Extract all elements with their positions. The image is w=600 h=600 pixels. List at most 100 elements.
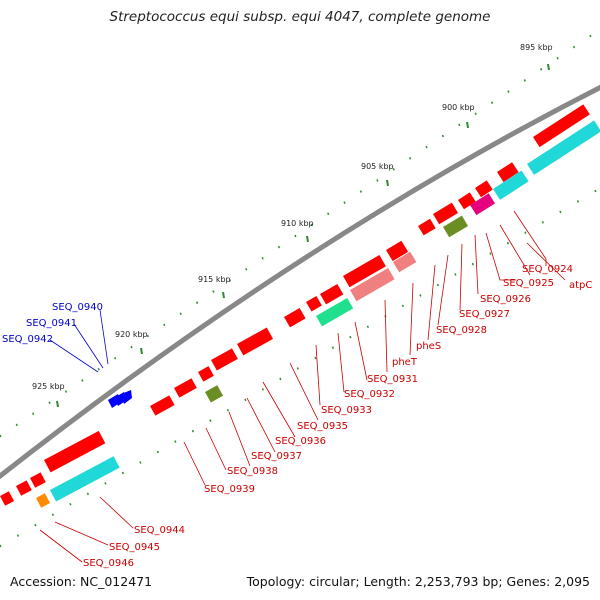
feature-track (0, 104, 600, 508)
ruler-minor-tick (425, 145, 428, 149)
gene-label-SEQ_0936: SEQ_0936 (275, 436, 326, 447)
cds-block (44, 430, 106, 473)
inner-ruler-tick (139, 461, 142, 464)
ruler-label-905: 905 kbp (361, 162, 394, 171)
inner-ruler-tick (0, 544, 2, 548)
gene-label-SEQ_0935: SEQ_0935 (297, 421, 348, 432)
inner-ruler-tick (559, 210, 562, 214)
inner-ruler-tick (314, 356, 317, 360)
ruler-minor-tick (146, 334, 149, 338)
ruler-minor-tick (114, 356, 117, 360)
cds-block (343, 255, 386, 288)
ruler-major-tick (56, 400, 59, 408)
gene-label-SEQ_0927: SEQ_0927 (459, 309, 510, 320)
inner-ruler-tick (279, 377, 282, 381)
gene-label-SEQ_0944: SEQ_0944 (134, 525, 185, 536)
ruler-minor-tick (97, 368, 100, 371)
misc-feature-block (393, 251, 417, 273)
map-title: Streptococcus equi subsp. equi 4047, com… (109, 9, 491, 25)
inner-ruler-tick (541, 221, 544, 224)
ruler-minor-tick (310, 223, 313, 227)
ruler-minor-tick (212, 290, 215, 293)
ruler-label-895: 895 kbp (520, 43, 553, 52)
ruler-minor-tick (523, 79, 526, 82)
ruler-minor-tick (572, 45, 576, 49)
cds-block (236, 327, 274, 356)
gene-label-SEQ_0941: SEQ_0941 (26, 318, 77, 329)
cds-block (306, 296, 322, 312)
inner-ruler-tick (366, 325, 369, 329)
inner-ruler-tick (209, 419, 212, 422)
cds-block (320, 284, 344, 305)
ruler-minor-tick (64, 390, 68, 393)
misc-feature-block (205, 385, 224, 403)
gene-label-SEQ_0938: SEQ_0938 (227, 466, 278, 477)
inner-ruler-tick (69, 502, 72, 506)
ruler-minor-tick (441, 134, 444, 138)
inner-ruler-tick (34, 523, 37, 527)
inner-ruler-tick (471, 262, 474, 266)
ruler-label-920: 920 kbp (115, 330, 148, 339)
cds-block (150, 395, 175, 416)
inner-ruler-tick (349, 335, 352, 339)
rna-block (527, 120, 600, 175)
gene-label-SEQ_0933: SEQ_0933 (321, 405, 372, 416)
ruler-minor-tick (48, 401, 51, 404)
cds-block (386, 240, 409, 262)
ruler-minor-tick (81, 379, 84, 382)
inner-ruler-tick (524, 231, 527, 235)
inner-ruler-tick (16, 534, 19, 537)
gene-label-SEQ_0939: SEQ_0939 (204, 484, 255, 495)
inner-ruler-tick (489, 252, 492, 255)
ruler-minor-tick (294, 234, 297, 238)
cds-block (15, 480, 32, 496)
inner-ruler-tick (296, 367, 299, 370)
cds-block (284, 308, 306, 328)
ruler-major-tick (222, 291, 225, 299)
genome-summary-text: Topology: circular; Length: 2,253,793 bp… (246, 574, 590, 589)
ruler-minor-tick (0, 434, 2, 438)
inner-ruler-tick (51, 513, 54, 516)
inner-ruler-tick (104, 482, 107, 485)
ruler-minor-tick (228, 279, 231, 282)
inner-ruler-tick (174, 440, 177, 443)
ruler-minor-tick (540, 68, 543, 71)
cds-block (418, 218, 436, 236)
cds-block (174, 378, 197, 398)
cds-block (30, 472, 46, 488)
cds-block (532, 104, 590, 148)
ruler-label-925: 925 kbp (32, 382, 65, 391)
genome-backbone (0, 84, 600, 480)
inner-ruler-tick (331, 346, 334, 349)
ruler-minor-tick (32, 412, 35, 416)
cds-block (0, 491, 14, 506)
ruler-minor-tick (392, 168, 395, 171)
ruler-minor-tick (277, 245, 281, 249)
ruler-minor-tick (556, 56, 559, 60)
inner-ruler-tick (121, 471, 124, 475)
ruler-minor-tick (409, 156, 412, 160)
misc-feature-block (470, 193, 496, 216)
gene-label-atpC: atpC (569, 280, 592, 291)
ruler-minor-tick (179, 312, 182, 316)
ruler-minor-tick (130, 345, 133, 349)
cds-block (197, 366, 214, 382)
inner-ruler-tick (454, 273, 457, 276)
misc-feature-block (350, 268, 395, 302)
gene-label-SEQ_0926: SEQ_0926 (480, 294, 531, 305)
accession-text: Accession: NC_012471 (10, 574, 153, 589)
gene-label-SEQ_0940: SEQ_0940 (52, 302, 103, 313)
gene-label-pheT: pheT (392, 357, 418, 368)
inner-ruler-tick (156, 450, 159, 454)
misc-feature-block (35, 493, 50, 508)
ruler-minor-tick (507, 90, 510, 93)
inner-ruler-tick (401, 304, 404, 308)
ruler-minor-tick (376, 179, 379, 182)
reverse-leaders (39, 210, 566, 563)
inner-ruler-tick (261, 388, 264, 391)
ruler-ticks (0, 34, 597, 548)
ruler-minor-tick (490, 101, 494, 104)
ruler-minor-tick (195, 301, 199, 304)
inner-ruler-tick (419, 294, 422, 297)
gene-label-SEQ_0942: SEQ_0942 (2, 334, 53, 345)
